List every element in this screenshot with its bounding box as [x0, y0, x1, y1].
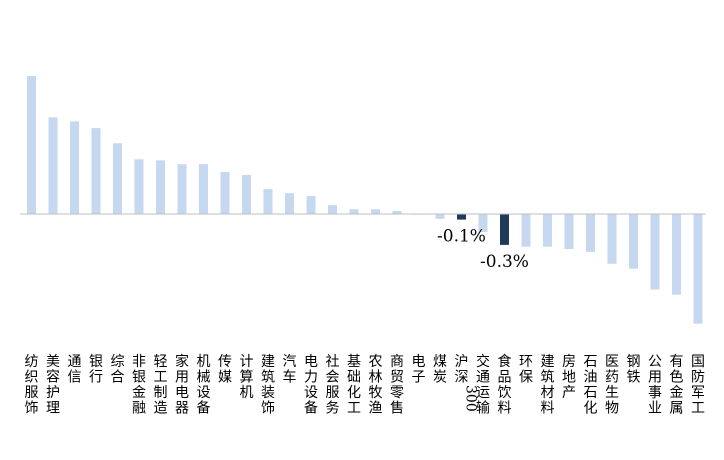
x-tick-label: 轻工制造	[154, 354, 168, 417]
x-tick-label: 美容护理	[46, 354, 60, 417]
bar-银行	[91, 128, 101, 214]
x-tick-label: 电子	[412, 354, 426, 386]
x-tick-label: 医药生物	[605, 354, 619, 417]
bar-电力设备	[306, 196, 316, 214]
x-tick-label: 商贸零售	[390, 354, 404, 417]
x-tick-label: 建筑材料	[541, 354, 555, 417]
bar-石油石化	[586, 214, 595, 252]
x-tick-label: 社会服务	[326, 354, 340, 417]
bar-基础化工	[349, 209, 359, 214]
x-tick-label: 环保	[519, 354, 533, 386]
x-tick-label: 银行	[89, 354, 103, 386]
bar-交通运输	[478, 214, 488, 232]
bar-家用电器	[177, 164, 187, 214]
bar-综合	[113, 143, 122, 214]
bar-医药生物	[607, 214, 617, 264]
bar-煤炭	[435, 214, 445, 219]
bar-商贸零售	[392, 211, 402, 214]
x-tick-label: 煤炭	[433, 354, 447, 386]
bar-食品饮料	[500, 214, 509, 245]
x-tick-label: 有色金属	[670, 354, 684, 417]
x-tick-label: 计算机	[240, 354, 254, 401]
bar-钢铁	[629, 214, 638, 269]
bar-汽车	[285, 193, 294, 214]
x-tick-label: 汽车	[283, 354, 297, 386]
x-tick-label: 沪深	[455, 354, 469, 386]
x-tick-label: 公用事业	[648, 354, 662, 417]
x-tick-label: 食品饮料	[498, 353, 512, 417]
bar-轻工制造	[156, 160, 165, 214]
bar-建筑材料	[543, 214, 552, 247]
bar-计算机	[242, 174, 251, 214]
annotations-group: -0.1% -0.3%	[437, 227, 529, 272]
x-tick-label: 机械设备	[197, 354, 211, 417]
bar-通信	[70, 121, 79, 214]
bar-环保	[521, 214, 531, 247]
bar-沪深300	[457, 214, 466, 220]
x-tick-label: 农林牧渔	[369, 354, 383, 417]
bar-非银金融	[134, 159, 144, 214]
x-tick-label: 房地产	[562, 354, 576, 401]
x-tick-label: 家用电器	[175, 353, 189, 417]
bar-美容护理	[48, 117, 58, 214]
x-tick-label: 非银金融	[132, 354, 146, 417]
value-annotation: -0.1%	[437, 227, 486, 247]
bar-国防军工	[693, 214, 703, 324]
x-tick-label: 钢铁	[627, 354, 641, 386]
x-tick-label: 纺织服饰	[25, 354, 39, 417]
bar-房地产	[564, 214, 574, 249]
bars-group	[27, 76, 703, 324]
bar-建筑装饰	[263, 189, 273, 214]
x-tick-label: 国防军工	[691, 354, 705, 417]
bar-社会服务	[328, 205, 337, 214]
bar-机械设备	[199, 164, 208, 214]
bar-公用事业	[650, 214, 660, 290]
x-tick-label-part: 300	[463, 385, 479, 412]
bar-农林牧渔	[371, 209, 380, 214]
x-tick-label: 通信	[68, 354, 82, 386]
x-tick-labels: 纺织服饰美容护理通信银行综合非银金融轻工制造家用电器机械设备传媒计算机建筑装饰汽…	[25, 353, 706, 417]
value-annotation: -0.3%	[480, 252, 529, 272]
x-tick-label: 石油石化	[584, 354, 598, 417]
bar-传媒	[220, 172, 230, 214]
x-tick-label: 传媒	[218, 354, 232, 386]
bar-纺织服饰	[27, 76, 36, 214]
x-tick-label: 电力设备	[304, 354, 318, 417]
x-tick-label: 建筑装饰	[261, 354, 275, 417]
x-tick-label: 基础化工	[347, 353, 361, 417]
bar-有色金属	[672, 214, 681, 295]
x-tick-label: 交通运输	[476, 353, 490, 417]
x-tick-label: 综合	[111, 354, 125, 386]
